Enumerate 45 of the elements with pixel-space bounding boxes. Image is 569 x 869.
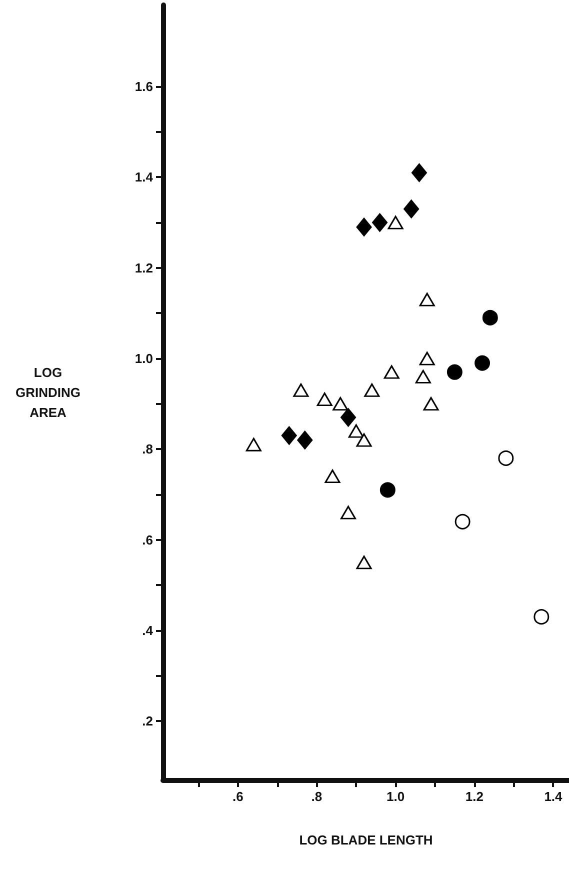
point <box>404 200 420 218</box>
point <box>474 355 490 371</box>
point <box>246 438 262 452</box>
y-tick-label: 1.4 <box>134 170 154 185</box>
y-tick-label: 1.0 <box>134 351 153 366</box>
point <box>281 426 297 445</box>
point <box>411 163 427 182</box>
point <box>388 216 404 230</box>
point <box>348 424 364 438</box>
y-tick-label: 1.6 <box>134 79 153 94</box>
x-axis-title: LOG BLADE LENGTH <box>299 832 433 848</box>
point <box>324 470 340 484</box>
y-tick-label: 1.2 <box>134 260 153 276</box>
point <box>293 383 309 397</box>
x-tick-label: .8 <box>311 789 322 804</box>
point <box>356 556 372 570</box>
point <box>498 450 514 466</box>
point <box>297 430 313 450</box>
x-tick-label: 1.4 <box>544 789 564 804</box>
point <box>454 514 470 530</box>
point <box>332 397 348 411</box>
point <box>419 292 435 306</box>
x-tick-label: 1.2 <box>465 789 484 804</box>
y-tick-label: .4 <box>142 622 154 638</box>
y-tick-label: .2 <box>142 714 153 729</box>
point <box>356 218 372 236</box>
point <box>340 408 356 427</box>
point <box>384 365 400 379</box>
x-tick-label: .6 <box>232 789 244 804</box>
x-tick-label: 1.0 <box>386 789 405 804</box>
point <box>364 383 380 397</box>
point <box>482 310 498 326</box>
point <box>372 213 388 232</box>
point <box>316 392 332 406</box>
point <box>419 352 435 366</box>
point <box>415 370 431 384</box>
point <box>423 397 439 411</box>
point <box>340 506 356 520</box>
y-tick-label: .6 <box>142 532 153 548</box>
point <box>534 609 550 625</box>
y-tick-label: .8 <box>142 442 153 457</box>
point <box>356 433 372 447</box>
point <box>380 482 396 498</box>
point <box>446 364 462 380</box>
y-axis-title: LOG GRINDING AREA <box>16 365 80 420</box>
